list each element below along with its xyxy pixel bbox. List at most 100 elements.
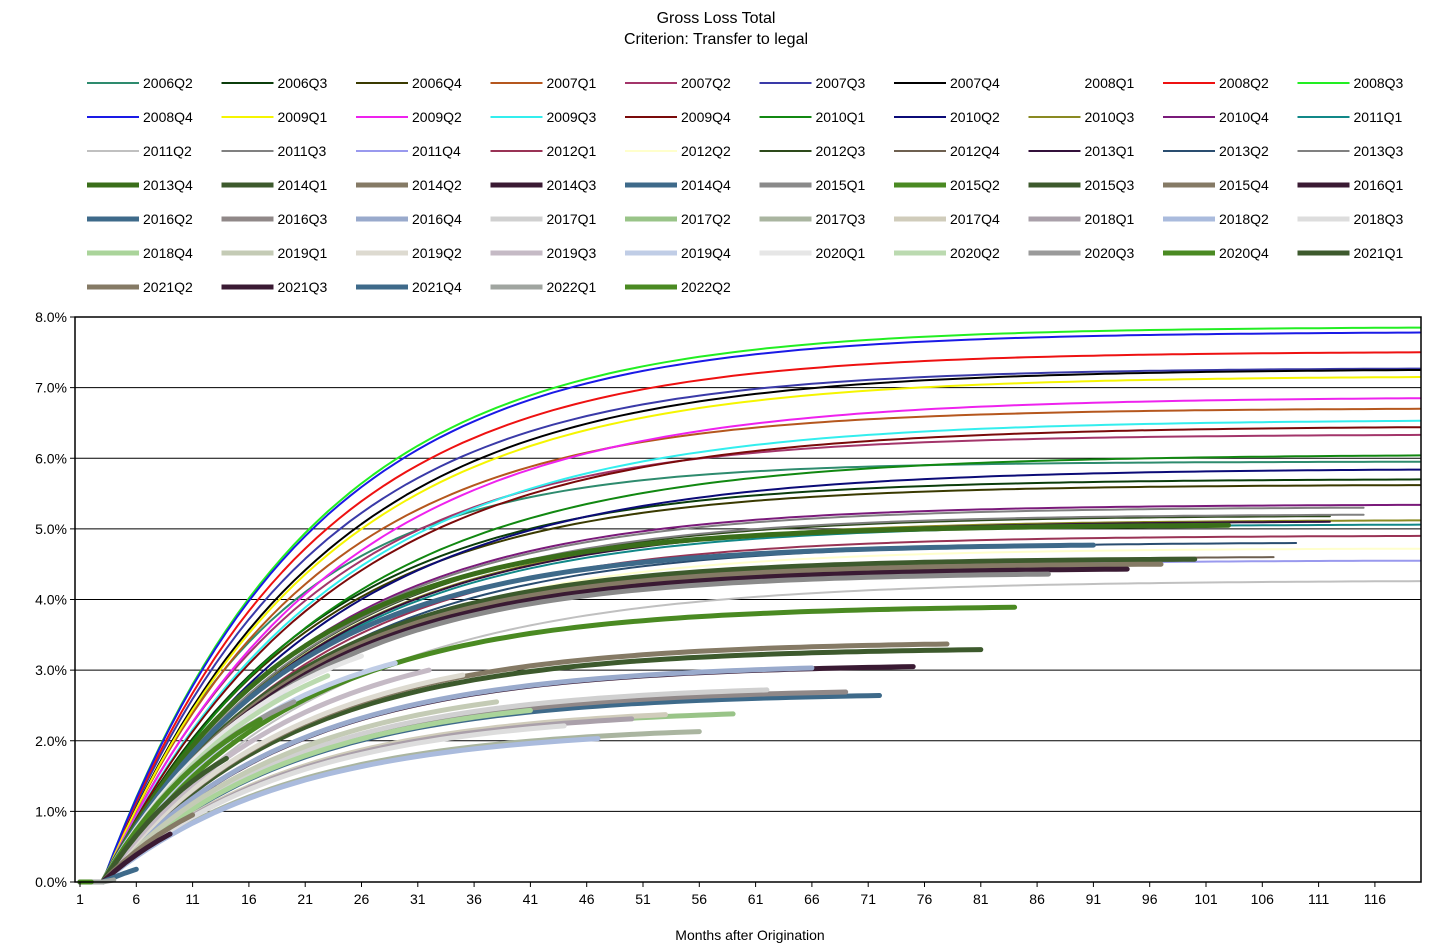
legend-label: 2012Q1 (547, 143, 597, 159)
series-line-2008Q2 (79, 351, 1421, 883)
x-tick-label: 1 (76, 891, 84, 907)
series-line-2006Q2 (79, 460, 1421, 883)
legend-label: 2006Q4 (412, 75, 462, 91)
legend-label: 2018Q2 (1219, 211, 1269, 227)
legend-label: 2021Q3 (278, 279, 328, 295)
legend-label: 2018Q4 (143, 245, 193, 261)
y-tick-label: 6.0% (35, 450, 67, 466)
legend-label: 2007Q3 (816, 75, 866, 91)
x-axis: 1 6 11 16 21 26 31 36 41 46 51 56 61 66 71 76 81 86 91 96 10… (76, 882, 1386, 907)
chart-title: Gross Loss Total (657, 10, 776, 27)
legend-label: 2014Q1 (278, 177, 328, 193)
x-tick-label: 26 (354, 891, 370, 907)
x-tick-label: 21 (297, 891, 313, 907)
y-tick-label: 4.0% (35, 592, 67, 608)
x-tick-label: 46 (579, 891, 595, 907)
series-line-2006Q4 (79, 484, 1421, 883)
series-line-2007Q2 (79, 433, 1421, 883)
x-tick-label: 16 (241, 891, 257, 907)
series-line-2009Q4 (79, 426, 1421, 883)
y-tick-label: 1.0% (35, 803, 67, 819)
y-axis: 0.0% 1.0% 2.0% 3.0% 4.0% 5.0% 6.0% 7.0% 8.0% (35, 309, 75, 890)
x-tick-label: 96 (1142, 891, 1158, 907)
legend-label: 2022Q2 (681, 279, 731, 295)
legend-label: 2021Q2 (143, 279, 193, 295)
legend-label: 2015Q1 (816, 177, 866, 193)
legend-label: 2017Q2 (681, 211, 731, 227)
series-line-2007Q4 (79, 369, 1421, 883)
y-tick-label: 8.0% (35, 309, 67, 325)
y-tick-label: 0.0% (35, 874, 67, 890)
legend-label: 2019Q3 (547, 245, 597, 261)
legend-label: 2007Q4 (950, 75, 1000, 91)
legend-label: 2009Q4 (681, 109, 731, 125)
series-lines (77, 326, 1421, 885)
legend-label: 2022Q1 (547, 279, 597, 295)
legend-label: 2017Q1 (547, 211, 597, 227)
x-tick-label: 66 (804, 891, 820, 907)
legend-label: 2014Q4 (681, 177, 731, 193)
legend-label: 2009Q3 (547, 109, 597, 125)
x-tick-label: 111 (1308, 891, 1329, 907)
x-tick-label: 31 (410, 891, 426, 907)
legend-label: 2008Q1 (1085, 75, 1135, 91)
series-line-2012Q1 (79, 534, 1421, 883)
x-tick-label: 71 (860, 891, 876, 907)
x-tick-label: 41 (523, 891, 539, 907)
legend-label: 2013Q3 (1354, 143, 1404, 159)
legend-label: 2019Q4 (681, 245, 731, 261)
legend-label: 2007Q2 (681, 75, 731, 91)
x-tick-label: 56 (692, 891, 708, 907)
chart-subtitle: Criterion: Transfer to legal (624, 31, 808, 48)
series-line-2010Q1 (79, 454, 1421, 883)
legend-label: 2021Q1 (1354, 245, 1404, 261)
legend-label: 2008Q3 (1354, 75, 1404, 91)
legend-label: 2009Q1 (278, 109, 328, 125)
legend-label: 2015Q4 (1219, 177, 1269, 193)
x-tick-label: 91 (1086, 891, 1102, 907)
series-line-2013Q3 (79, 513, 1365, 883)
y-tick-label: 3.0% (35, 662, 67, 678)
legend-label: 2019Q2 (412, 245, 462, 261)
legend-label: 2010Q2 (950, 109, 1000, 125)
series-line-2019Q1 (77, 699, 500, 885)
legend-label: 2014Q3 (547, 177, 597, 193)
series-line-2007Q3 (79, 367, 1421, 883)
legend-label: 2013Q2 (1219, 143, 1269, 159)
x-tick-label: 86 (1029, 891, 1045, 907)
legend-label: 2021Q4 (412, 279, 462, 295)
x-tick-label: 11 (185, 891, 200, 907)
legend-label: 2012Q4 (950, 143, 1000, 159)
legend-label: 2014Q2 (412, 177, 462, 193)
legend-label: 2019Q1 (278, 245, 328, 261)
legend-label: 2008Q4 (143, 109, 193, 125)
x-tick-label: 61 (748, 891, 764, 907)
legend-label: 2006Q2 (143, 75, 193, 91)
legend-label: 2010Q4 (1219, 109, 1269, 125)
legend-label: 2012Q2 (681, 143, 731, 159)
legend-label: 2020Q1 (816, 245, 866, 261)
series-line-2009Q3 (79, 419, 1421, 883)
legend-label: 2018Q3 (1354, 211, 1404, 227)
legend: 2006Q2 2006Q3 2006Q4 2007Q1 2007Q2 2007Q3 2007… (87, 75, 1404, 295)
legend-label: 2010Q1 (816, 109, 866, 125)
series-line-2008Q3 (79, 326, 1421, 883)
legend-label: 2017Q4 (950, 211, 1000, 227)
series-line-2015Q2 (77, 604, 1018, 885)
legend-label: 2016Q2 (143, 211, 193, 227)
x-tick-label: 6 (132, 891, 140, 907)
series-line-2011Q2 (79, 580, 1421, 883)
legend-label: 2011Q4 (412, 143, 461, 159)
legend-label: 2020Q4 (1219, 245, 1269, 261)
legend-label: 2016Q4 (412, 211, 462, 227)
x-tick-label: 51 (635, 891, 651, 907)
series-line-2019Q3 (77, 667, 432, 885)
x-tick-label: 101 (1194, 891, 1218, 907)
legend-label: 2011Q1 (1354, 109, 1403, 125)
x-tick-label: 36 (466, 891, 482, 907)
x-axis-label: Months after Origination (675, 927, 824, 943)
legend-label: 2011Q3 (278, 143, 327, 159)
x-tick-label: 116 (1364, 891, 1387, 907)
x-tick-label: 76 (917, 891, 933, 907)
legend-label: 2013Q4 (143, 177, 193, 193)
